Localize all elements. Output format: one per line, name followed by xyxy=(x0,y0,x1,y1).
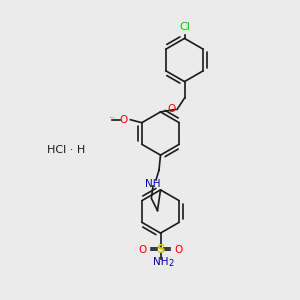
Text: NH: NH xyxy=(145,178,161,189)
Text: NH: NH xyxy=(153,257,168,267)
Text: HCl · H: HCl · H xyxy=(47,145,85,155)
Text: O: O xyxy=(120,115,128,125)
Text: O: O xyxy=(139,244,147,255)
Text: O: O xyxy=(174,244,182,255)
Text: Cl: Cl xyxy=(179,22,190,32)
Text: Methoxy: Methoxy xyxy=(110,117,116,118)
Text: S: S xyxy=(156,243,165,256)
Text: 2: 2 xyxy=(168,259,173,268)
Text: O: O xyxy=(167,104,176,115)
